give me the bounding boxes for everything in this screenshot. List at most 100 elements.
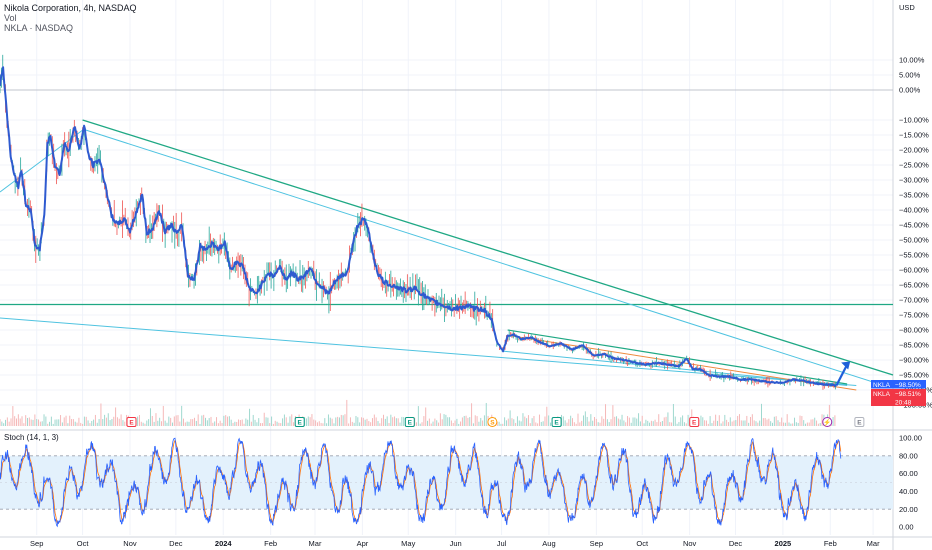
volume-bar — [351, 421, 353, 426]
volume-bar — [289, 416, 291, 426]
volume-bar — [228, 416, 230, 426]
volume-bar — [711, 423, 713, 426]
volume-bar — [179, 421, 181, 426]
volume-bar — [216, 417, 218, 426]
volume-bar — [80, 422, 82, 426]
volume-bar — [669, 422, 671, 426]
volume-bar — [779, 422, 781, 426]
stoch-axis: 100.00 80.00 60.00 40.00 20.00 0.00 — [899, 434, 922, 532]
volume-bar — [773, 416, 775, 426]
volume-bar — [658, 414, 660, 426]
volume-bar — [58, 419, 60, 426]
event-marker-earnings-green: E — [404, 417, 415, 427]
volume-bar — [599, 422, 601, 426]
volume-bar — [590, 414, 592, 426]
event-badge — [822, 417, 833, 427]
volume-bar — [5, 419, 7, 426]
volume-bar — [151, 415, 153, 426]
volume-bar — [656, 422, 658, 426]
volume-bar — [36, 419, 38, 426]
countdown-value: 20:48 — [895, 399, 912, 406]
time-tick-label: Dec — [169, 539, 183, 548]
volume-bar — [34, 414, 36, 426]
volume-bar — [379, 423, 381, 426]
volume-bar — [138, 414, 140, 426]
volume-bar — [104, 414, 106, 426]
volume-bar — [647, 420, 649, 426]
volume-bar — [14, 416, 16, 426]
volume-bar — [236, 421, 238, 426]
volume-bar — [709, 416, 711, 426]
event-marker-earnings-red: E — [689, 417, 700, 427]
time-axis: Sep Oct Nov Dec 2024 Feb Mar Apr May Jun Jul Aug Sep… — [30, 539, 880, 548]
volume-bar — [335, 417, 337, 426]
volume-bar — [724, 414, 726, 426]
volume-bar — [502, 423, 504, 426]
volume-bar — [76, 422, 78, 426]
volume-bar — [705, 420, 707, 426]
volume-bar — [768, 418, 770, 426]
volume-bar — [516, 416, 518, 426]
volume-bar — [61, 422, 63, 426]
volume-bar — [671, 422, 673, 426]
volume-bar — [107, 413, 109, 426]
volume-bar — [160, 421, 162, 426]
volume-bar — [562, 416, 564, 426]
volume-bar — [583, 415, 585, 426]
volume-bar — [423, 416, 425, 426]
volume-bar — [605, 404, 607, 426]
volume-bar — [650, 420, 652, 426]
event-badge — [689, 417, 700, 427]
price-tick-label: −80.00% — [899, 326, 929, 335]
light-trendline-b — [0, 317, 857, 386]
volume-bar — [538, 414, 540, 426]
volume-bar — [142, 422, 144, 426]
volume-bar — [544, 416, 546, 426]
volume-bar — [742, 420, 744, 426]
volume-bar — [217, 423, 219, 426]
volume-bar — [518, 420, 520, 426]
volume-bar — [27, 417, 29, 426]
event-letter: E — [298, 420, 303, 427]
volume-bar — [672, 403, 674, 426]
symbol-title: Nikola Corporation, 4h, NASDAQ — [4, 3, 137, 13]
volume-bar — [819, 423, 821, 426]
volume-bar — [737, 415, 739, 426]
time-tick-label: Dec — [729, 539, 743, 548]
volume-bar — [338, 417, 340, 426]
volume-bar — [269, 423, 271, 426]
volume-bar — [157, 420, 159, 426]
volume-bar — [548, 415, 550, 426]
price-tick-label: −55.00% — [899, 251, 929, 260]
wedge-upper — [507, 329, 848, 385]
volume-bar — [419, 423, 421, 426]
volume-bar — [603, 418, 605, 426]
volume-bar — [17, 414, 19, 426]
volume-bar — [617, 418, 619, 426]
volume-bar — [812, 419, 814, 426]
volume-bar — [124, 421, 126, 426]
volume-bar — [623, 420, 625, 426]
grid-lines — [0, 0, 893, 535]
price-tick-label: −75.00% — [899, 311, 929, 320]
volume-bar — [566, 422, 568, 426]
price-axis: USD 10.00% 5.00% 0.00% −10.00% −15.00% −20.00%… — [899, 3, 932, 410]
volume-bar — [784, 422, 786, 426]
price-tick-label: −90.00% — [899, 356, 929, 365]
volume-bar — [263, 412, 265, 426]
event-letter: E — [857, 420, 862, 427]
event-badge — [854, 417, 865, 427]
volume-bar — [527, 415, 529, 426]
volume-bar — [498, 421, 500, 426]
volume-bar — [254, 419, 256, 426]
volume-bar — [515, 422, 517, 426]
volume-bar — [318, 421, 320, 426]
volume-bar — [93, 419, 95, 426]
volume-bar — [370, 422, 372, 426]
volume-bar — [447, 417, 449, 426]
volume-bar — [794, 417, 796, 426]
stoch-tick-label: 40.00 — [899, 487, 918, 496]
event-letter: S — [490, 420, 495, 427]
volume-bar — [102, 419, 104, 426]
price-tick-label: −25.00% — [899, 161, 929, 170]
